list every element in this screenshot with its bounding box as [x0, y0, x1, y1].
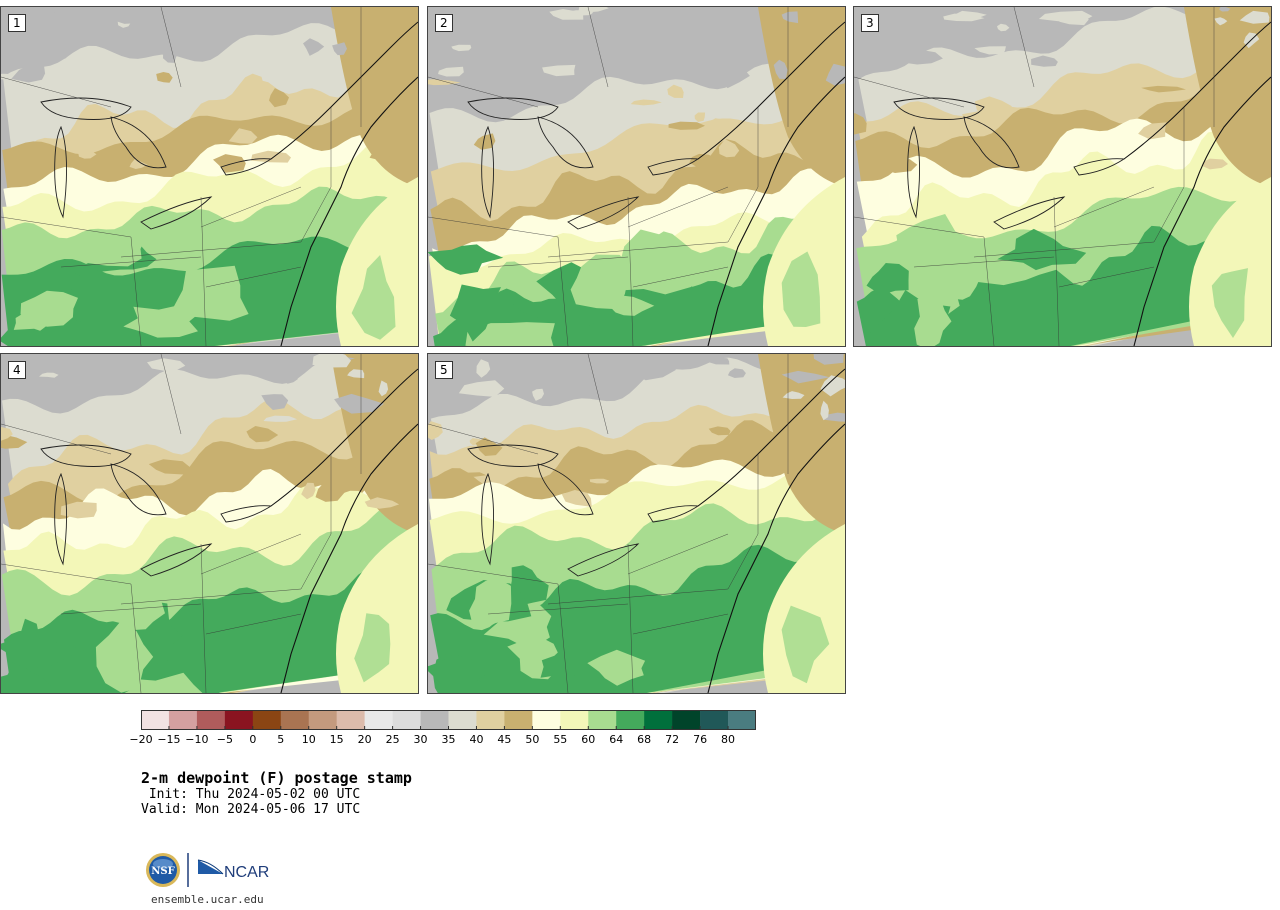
map-panel-1: 1: [0, 6, 419, 347]
colorbar-tick-label: 40: [469, 733, 484, 746]
colorbar-tick-label: 20: [357, 733, 372, 746]
panel-label-3: 3: [861, 14, 879, 32]
colorbar-tick-label: −10: [185, 733, 209, 746]
init-time: Init: Thu 2024-05-02 00 UTC: [141, 787, 361, 802]
colorbar-swatch: [224, 710, 254, 730]
panel-label-1: 1: [8, 14, 26, 32]
colorbar-tick-label: 5: [277, 733, 285, 746]
colorbar-swatch: [700, 710, 729, 730]
colorbar-tick-label: 55: [553, 733, 568, 746]
panel-label-5: 5: [435, 361, 453, 379]
colorbar-tick-label: 35: [441, 733, 456, 746]
colorbar-swatch: [196, 710, 226, 730]
colorbar-tick-label: 60: [581, 733, 596, 746]
panel-label-2: 2: [435, 14, 453, 32]
colorbar-tick-label: 76: [693, 733, 708, 746]
colorbar-swatch: [336, 710, 365, 730]
map-panel-4: 4: [0, 353, 419, 694]
colorbar-tick-label: 50: [525, 733, 540, 746]
dewpoint-map-4: [1, 354, 418, 693]
valid-time: Valid: Mon 2024-05-06 17 UTC: [141, 802, 361, 817]
colorbar-swatch: [252, 710, 282, 730]
plot-title: 2-m dewpoint (F) postage stamp: [141, 769, 412, 787]
map-panel-3: 3: [853, 6, 1272, 347]
colorbar-tick-label: 10: [301, 733, 316, 746]
ncar-logo: NCAR: [197, 859, 269, 881]
colorbar-tick-label: 68: [637, 733, 652, 746]
colorbar-tick-label: 72: [665, 733, 680, 746]
map-panel-5: 5: [427, 353, 846, 694]
svg-text:NCAR: NCAR: [224, 864, 269, 881]
colorbar-tick-label: 64: [609, 733, 624, 746]
colorbar-tick-label: −5: [216, 733, 233, 746]
colorbar-tick-label: −15: [157, 733, 181, 746]
svg-text:NSF: NSF: [151, 866, 174, 877]
colorbar-swatch: [168, 710, 198, 730]
dewpoint-map-2: [428, 7, 845, 346]
colorbar-tick-label: 15: [329, 733, 344, 746]
dewpoint-map-5: [428, 354, 845, 693]
colorbar: [141, 710, 756, 730]
site-url: ensemble.ucar.edu: [151, 893, 264, 906]
colorbar-tick-label: −20: [129, 733, 153, 746]
dewpoint-map-3: [854, 7, 1271, 346]
colorbar-tick-label: 80: [721, 733, 736, 746]
panel-label-4: 4: [8, 361, 26, 379]
colorbar-swatch: [504, 710, 533, 730]
colorbar-swatch: [728, 710, 756, 730]
colorbar-tick-label: 30: [413, 733, 428, 746]
nsf-ncar-logo: NSF NCAR: [146, 853, 269, 887]
colorbar-swatch: [616, 710, 645, 730]
colorbar-swatch: [308, 710, 337, 730]
colorbar-swatch: [280, 710, 310, 730]
colorbar-swatch: [588, 710, 617, 730]
colorbar-tick-label: 25: [385, 733, 400, 746]
colorbar-swatch: [141, 710, 170, 730]
nsf-logo: NSF: [146, 853, 180, 887]
colorbar-swatch: [476, 710, 505, 730]
colorbar-tick-label: 45: [497, 733, 512, 746]
colorbar-swatch: [392, 710, 421, 730]
colorbar-swatch: [672, 710, 701, 730]
colorbar-tick-label: 0: [249, 733, 257, 746]
colorbar-swatch: [364, 710, 393, 730]
colorbar-swatch: [532, 710, 561, 730]
dewpoint-map-1: [1, 7, 418, 346]
colorbar-swatch: [560, 710, 589, 730]
colorbar-swatch: [448, 710, 477, 730]
map-panel-2: 2: [427, 6, 846, 347]
colorbar-swatch: [644, 710, 673, 730]
colorbar-tick-labels: −20 −15 −10 −5 0 5 10 15 20 25 30 35 40 45 50 55 60 64 68 7…: [129, 733, 781, 749]
colorbar-swatch: [420, 710, 449, 730]
